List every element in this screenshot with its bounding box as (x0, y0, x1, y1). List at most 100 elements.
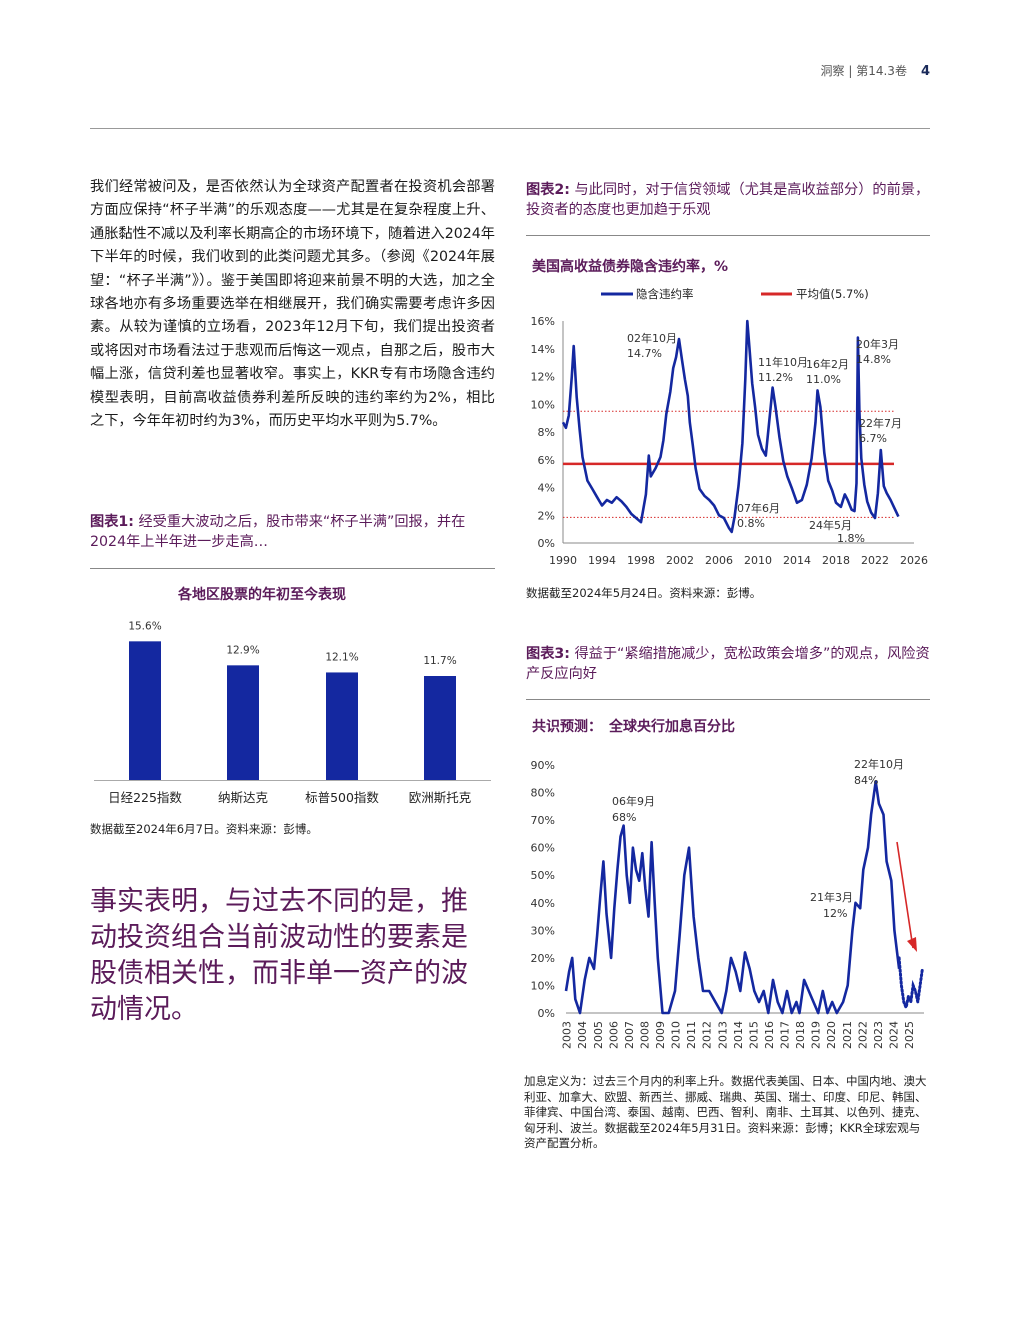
x-tick-label: 2026 (900, 554, 928, 567)
x-tick-label: 1990 (549, 554, 577, 567)
bar-0 (129, 641, 161, 780)
annotation-value: 12% (823, 907, 847, 920)
annotation-value: 14.7% (627, 347, 662, 360)
x-tick-label: 2023 (872, 1021, 885, 1049)
fig3-rule (526, 699, 930, 700)
x-tick-label: 2024 (887, 1021, 900, 1049)
y-tick-label: 90% (531, 759, 555, 772)
fig1-bar-chart: 15.6% 日经225指数 12.9% 纳斯达克 12.1% 标普500指数 11.7% 欧洲… (94, 620, 491, 805)
fig3-caption: 图表3: 得益于“紧缩措施减少，宽松政策会增多”的观点，风险资产反应向好 (526, 644, 930, 684)
x-tick-label: 2006 (705, 554, 733, 567)
x-tick-label: 2019 (810, 1021, 823, 1049)
body-paragraph: 我们经常被问及，是否依然认为全球资产配置者在投资机会部署方面应保持“杯子半满”的… (90, 179, 495, 430)
x-tick-label: 2004 (576, 1021, 589, 1049)
annotation-date: 24年5月 (809, 518, 852, 532)
trend-arrow-line (896, 841, 914, 949)
x-tick-label: 2022 (861, 554, 889, 567)
x-tick-label: 2025 (903, 1021, 916, 1049)
bar-value-label: 12.9% (226, 644, 259, 656)
y-tick-label: 10% (531, 398, 555, 411)
x-tick-label: 2016 (763, 1021, 776, 1049)
x-tick-label: 2011 (685, 1021, 698, 1049)
header-rule (90, 128, 930, 129)
pull-quote: 事实表明，与过去不同的是，推动投资组合当前波动性的要素是股债相关性，而非单一资产… (90, 886, 468, 1025)
x-tick-label: 2012 (701, 1021, 714, 1049)
x-tick-label: 2002 (666, 554, 694, 567)
annotation-date: 22年7月 (859, 416, 902, 430)
x-tick-label: 2009 (654, 1021, 667, 1049)
x-tick-label: 2013 (716, 1021, 729, 1049)
y-tick-label: 8% (538, 426, 555, 439)
annotation-value: 14.8% (856, 353, 891, 366)
fig2-rule (526, 235, 930, 236)
fig3-title: 共识预测： 全球央行加息百分比 (532, 719, 735, 735)
y-tick-label: 6% (538, 454, 555, 467)
category-label: 日经225指数 (108, 790, 182, 805)
legend-label: 隐含违约率 (636, 287, 694, 301)
fig3-caption-text: 得益于“紧缩措施减少，宽松政策会增多”的观点，风险资产反应向好 (526, 646, 930, 682)
bar-value-label: 15.6% (128, 620, 161, 632)
annotation-value: 6.7% (859, 432, 887, 445)
annotation-value: 0.8% (737, 517, 765, 530)
x-tick-label: 2006 (607, 1021, 620, 1049)
category-label: 纳斯达克 (218, 790, 268, 805)
x-tick-label: 2017 (779, 1021, 792, 1049)
journal-title: 洞察 | 第14.3卷 (820, 64, 907, 78)
bar-3 (424, 676, 456, 780)
x-tick-label: 2020 (825, 1021, 838, 1049)
x-tick-label: 2010 (744, 554, 772, 567)
fig1-title: 各地区股票的年初至今表现 (178, 587, 346, 603)
bar-value-label: 11.7% (423, 655, 456, 667)
y-tick-label: 50% (531, 869, 555, 882)
fig3-line-chart: 0%10%20%30%40%50%60%70%80%90%2003 2004 200… (531, 757, 924, 1049)
y-tick-label: 2% (538, 509, 555, 522)
y-tick-label: 20% (531, 952, 555, 965)
x-tick-label: 2015 (747, 1021, 760, 1049)
x-tick-label: 2005 (592, 1021, 605, 1049)
fig1-caption: 图表1: 经受重大波动之后，股市带来“杯子半满”回报，并在2024年上半年进一步… (90, 512, 495, 552)
annotation-date: 06年9月 (612, 794, 655, 808)
x-tick-label: 2018 (794, 1021, 807, 1049)
annotation-value: 11.2% (758, 371, 793, 384)
annotation-date: 16年2月 (806, 357, 849, 371)
y-tick-label: 60% (531, 842, 555, 855)
x-tick-label: 2021 (841, 1021, 854, 1049)
y-tick-label: 16% (531, 315, 555, 328)
x-tick-label: 2022 (856, 1021, 869, 1049)
x-tick-label: 2008 (638, 1021, 651, 1049)
series-line-forecast (897, 956, 924, 1013)
bar-1 (227, 665, 259, 780)
x-tick-label: 2003 (561, 1021, 574, 1049)
annotation-date: 22年10月 (854, 757, 904, 771)
category-label: 欧洲斯托克 (409, 790, 472, 805)
fig2-caption-text: 与此同时，对于信贷领域（尤其是高收益部分）的前景，投资者的态度也更加趋于乐观 (526, 182, 930, 218)
fig1-rule (90, 568, 495, 569)
running-header: 洞察 | 第14.3卷 4 (821, 62, 930, 79)
bar-2 (326, 672, 358, 780)
y-tick-label: 30% (531, 924, 555, 937)
y-tick-label: 0% (538, 1007, 555, 1020)
y-tick-label: 14% (531, 343, 555, 356)
x-tick-label: 2010 (670, 1021, 683, 1049)
fig2-title: 美国高收益债券隐含违约率，% (532, 259, 729, 275)
fig1-caption-text: 经受重大波动之后，股市带来“杯子半满”回报，并在2024年上半年进一步走高… (90, 514, 466, 550)
fig3-note: 加息定义为：过去三个月内的利率上升。数据代表美国、日本、中国内地、澳大利亚、加拿… (524, 1074, 927, 1150)
fig2-caption: 图表2: 与此同时，对于信贷领域（尤其是高收益部分）的前景，投资者的态度也更加趋… (526, 180, 930, 220)
y-tick-label: 80% (531, 787, 555, 800)
annotation-value: 1.8% (837, 532, 865, 545)
series-line-default-rate (561, 319, 900, 534)
fig2-label: 图表2: (526, 182, 570, 198)
legend-label: 平均值(5.7%) (796, 287, 869, 301)
annotation-date: 21年3月 (810, 890, 853, 904)
category-label: 标普500指数 (305, 790, 379, 805)
fig1-note: 数据截至2024年6月7日。资料来源：彭博。 (90, 822, 318, 836)
y-tick-label: 0% (538, 537, 555, 550)
x-tick-label: 2014 (732, 1021, 745, 1049)
bar-value-label: 12.1% (325, 651, 358, 663)
fig3-label: 图表3: (526, 646, 570, 662)
x-tick-label: 2007 (623, 1021, 636, 1049)
trend-arrow-head (907, 937, 917, 952)
annotation-value: 11.0% (806, 373, 841, 386)
annotation-date: 07年6月 (737, 501, 780, 515)
x-tick-label: 1998 (627, 554, 655, 567)
